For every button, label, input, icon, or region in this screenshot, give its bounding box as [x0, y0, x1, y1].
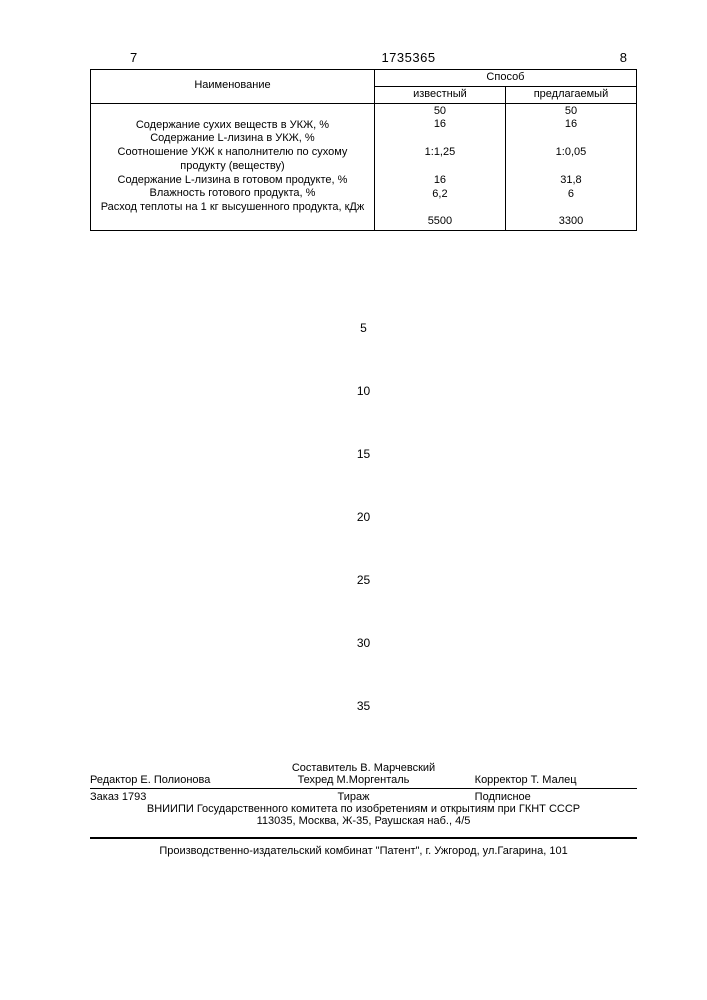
- credits-block: Составитель В. Марчевский Редактор Е. По…: [90, 762, 637, 857]
- row-label: Расход теплоты на 1 кг высушенного проду…: [97, 201, 368, 215]
- line-number: 15: [90, 447, 637, 461]
- line-number: 30: [90, 636, 637, 650]
- cell-proposed: 3300: [512, 215, 630, 229]
- divider: [90, 788, 637, 789]
- page-left-number: 7: [130, 50, 137, 65]
- row-label: Влажность готового продукта, %: [97, 187, 368, 201]
- cell-known: 6,2: [381, 188, 499, 202]
- line-number: 20: [90, 510, 637, 524]
- row-label: Содержание L-лизина в УКЖ, %: [97, 132, 368, 146]
- cell-proposed: 50: [512, 105, 630, 119]
- line-number: 25: [90, 573, 637, 587]
- row-label: Соотношение УКЖ к наполнителю по сухому …: [97, 146, 368, 174]
- compiler-line: Составитель В. Марчевский: [90, 762, 637, 774]
- row-label: Содержание L-лизина в готовом продукте, …: [97, 174, 368, 188]
- cell-known: 16: [381, 118, 499, 132]
- cell-proposed: 6: [512, 188, 630, 202]
- order-line: Заказ 1793: [90, 791, 252, 803]
- vniipi-line: ВНИИПИ Государственного комитета по изоб…: [90, 803, 637, 815]
- cell-known: 50: [381, 105, 499, 119]
- comparison-table: Наименование Способ известный предлагаем…: [90, 69, 637, 231]
- cell-proposed: 1:0,05: [512, 146, 630, 160]
- cell-known: 1:1,25: [381, 146, 499, 160]
- table-header-known: известный: [374, 86, 505, 103]
- editor-line: Редактор Е. Полионова: [90, 774, 252, 786]
- thick-divider: [90, 837, 637, 839]
- cell-known: 16: [381, 174, 499, 188]
- table-header-proposed: предлагаемый: [505, 86, 636, 103]
- page-header: 7 1735365 8: [90, 50, 637, 65]
- corrector-line: Корректор Т. Малец: [455, 774, 637, 786]
- table-row: Содержание сухих веществ в УКЖ, % Содерж…: [91, 103, 637, 231]
- table-header-method: Способ: [374, 70, 636, 87]
- cell-known: 5500: [381, 215, 499, 229]
- table-header-name: Наименование: [91, 70, 375, 104]
- line-number-column: 5 10 15 20 25 30 35: [90, 321, 637, 713]
- line-number: 10: [90, 384, 637, 398]
- row-label: Содержание сухих веществ в УКЖ, %: [97, 119, 368, 133]
- document-number: 1735365: [381, 50, 435, 65]
- cell-proposed: 16: [512, 118, 630, 132]
- circulation-line: Тираж: [272, 791, 434, 803]
- page-right-number: 8: [620, 50, 627, 65]
- subscription-line: Подписное: [455, 791, 637, 803]
- address-line: 113035, Москва, Ж-35, Раушская наб., 4/5: [90, 815, 637, 827]
- line-number: 5: [90, 321, 637, 335]
- line-number: 35: [90, 699, 637, 713]
- techred-line: Техред М.Моргенталь: [272, 774, 434, 786]
- publisher-line: Производственно-издательский комбинат "П…: [90, 845, 637, 857]
- cell-proposed: 31,8: [512, 174, 630, 188]
